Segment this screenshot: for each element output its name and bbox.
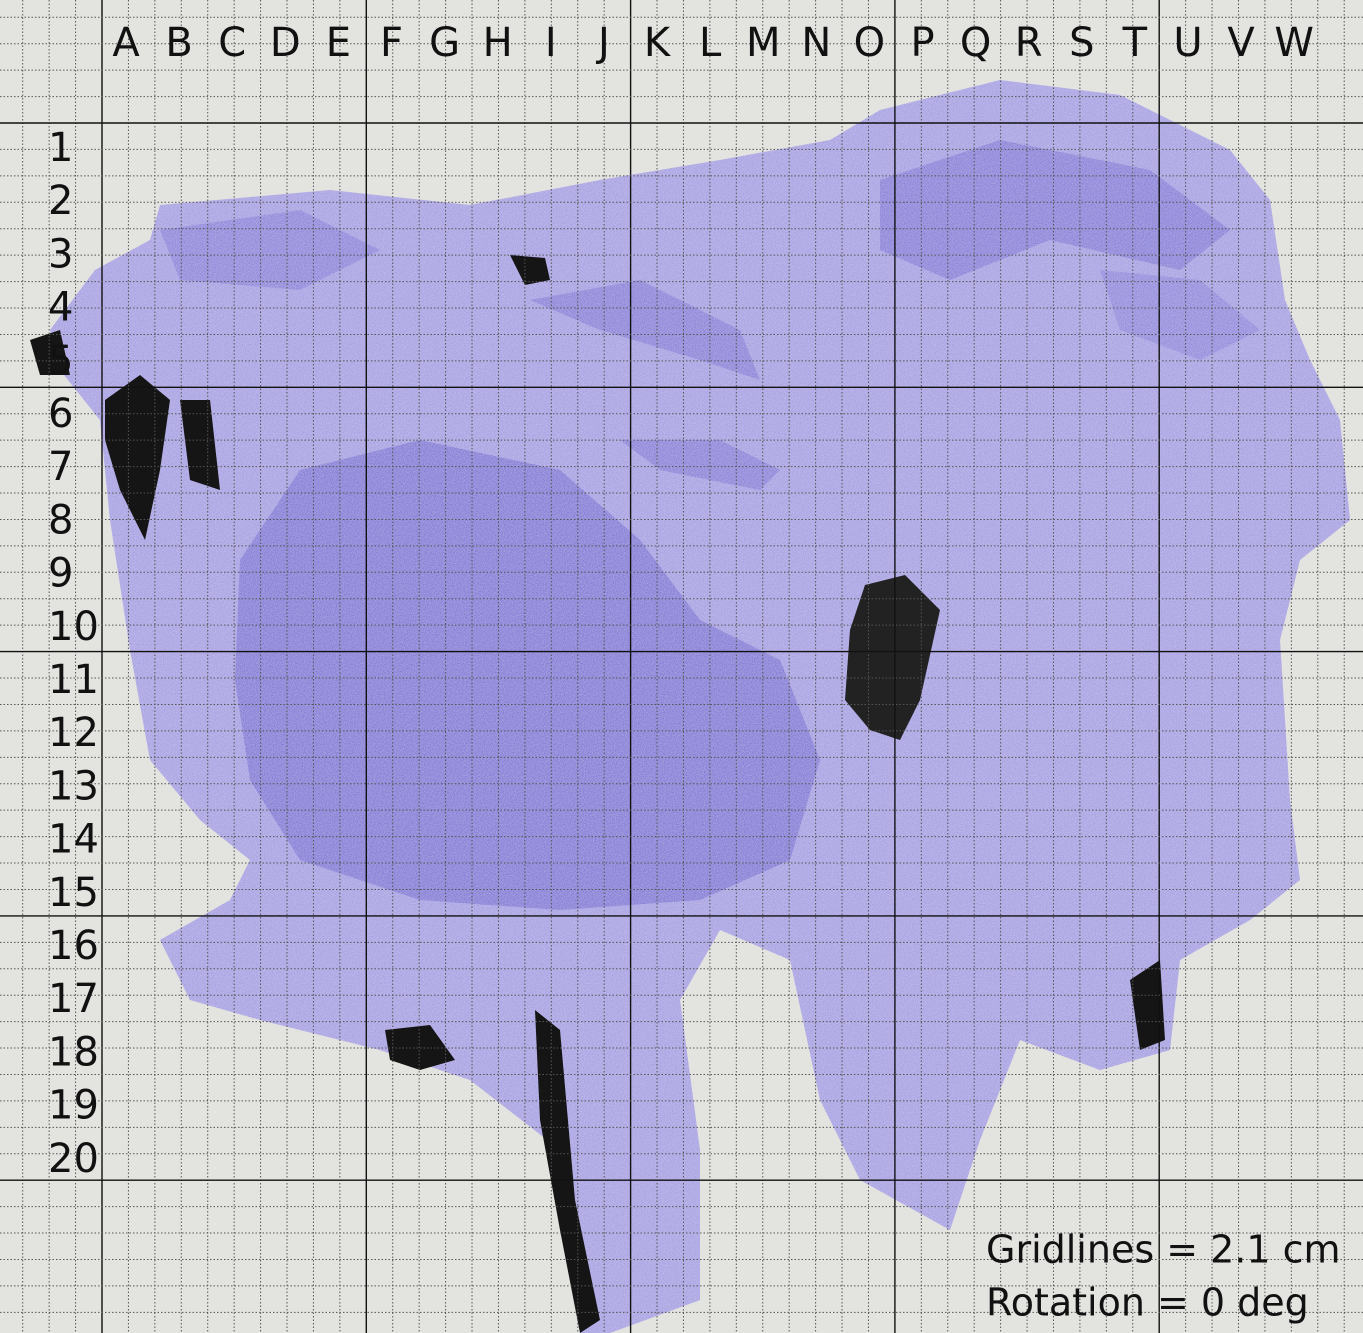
debris <box>535 1010 600 1333</box>
row-label: 3 <box>48 231 73 277</box>
row-label: 15 <box>48 870 99 916</box>
row-label: 14 <box>48 817 99 863</box>
debris <box>105 375 170 540</box>
row-label: 2 <box>48 178 73 224</box>
column-label: C <box>218 20 246 66</box>
row-label: 4 <box>48 285 73 331</box>
row-label: 8 <box>48 497 73 543</box>
row-label: 18 <box>48 1029 99 1075</box>
column-label: N <box>801 20 831 66</box>
column-label: H <box>483 20 513 66</box>
column-label: T <box>1122 20 1148 66</box>
column-label: R <box>1015 20 1043 66</box>
row-label: 13 <box>48 763 99 809</box>
column-label: Q <box>960 20 991 66</box>
caption-gridlines: Gridlines = 2.1 cm <box>986 1228 1341 1272</box>
column-label: O <box>854 20 885 66</box>
row-label: 16 <box>48 923 99 969</box>
row-label: 7 <box>48 444 73 490</box>
column-label: S <box>1069 20 1094 66</box>
debris <box>1130 960 1165 1050</box>
tissue-band-1 <box>880 140 1230 280</box>
row-label: 12 <box>48 710 99 756</box>
tissue-band-3 <box>620 440 780 490</box>
tissue-band-4 <box>160 210 380 290</box>
column-label: F <box>380 20 403 66</box>
column-label: U <box>1173 20 1202 66</box>
column-label: M <box>746 20 781 66</box>
tissue-band-2 <box>530 280 760 380</box>
row-label: 20 <box>48 1136 99 1182</box>
column-label: K <box>644 20 672 66</box>
row-label: 19 <box>48 1083 99 1129</box>
column-label: E <box>326 20 351 66</box>
tissue-band-5 <box>1100 270 1260 360</box>
column-label: V <box>1227 20 1255 66</box>
column-label: P <box>910 20 934 66</box>
debris <box>385 1025 455 1070</box>
tissue-dense <box>235 440 820 910</box>
row-label: 1 <box>48 125 73 171</box>
row-label: 17 <box>48 976 99 1022</box>
caption-rotation: Rotation = 0 deg <box>986 1281 1309 1325</box>
column-label: G <box>429 20 460 66</box>
column-label: D <box>270 20 301 66</box>
debris <box>180 400 220 490</box>
column-label: B <box>165 20 192 66</box>
grid-labels: A B C D E F G H I J K L M N O P Q R S T U V W12345678910111213… <box>48 20 1314 1182</box>
debris <box>510 255 550 285</box>
column-label: W <box>1274 20 1314 66</box>
row-label: 11 <box>48 657 99 703</box>
row-label: 9 <box>48 551 73 597</box>
row-label: 5 <box>48 338 73 384</box>
tissue <box>50 80 1350 1333</box>
column-label: I <box>545 20 557 66</box>
debris <box>30 330 70 375</box>
column-label: L <box>699 20 722 66</box>
column-label: J <box>595 20 610 66</box>
row-label: 10 <box>48 604 99 650</box>
column-label: A <box>112 20 140 66</box>
row-label: 6 <box>48 391 73 437</box>
